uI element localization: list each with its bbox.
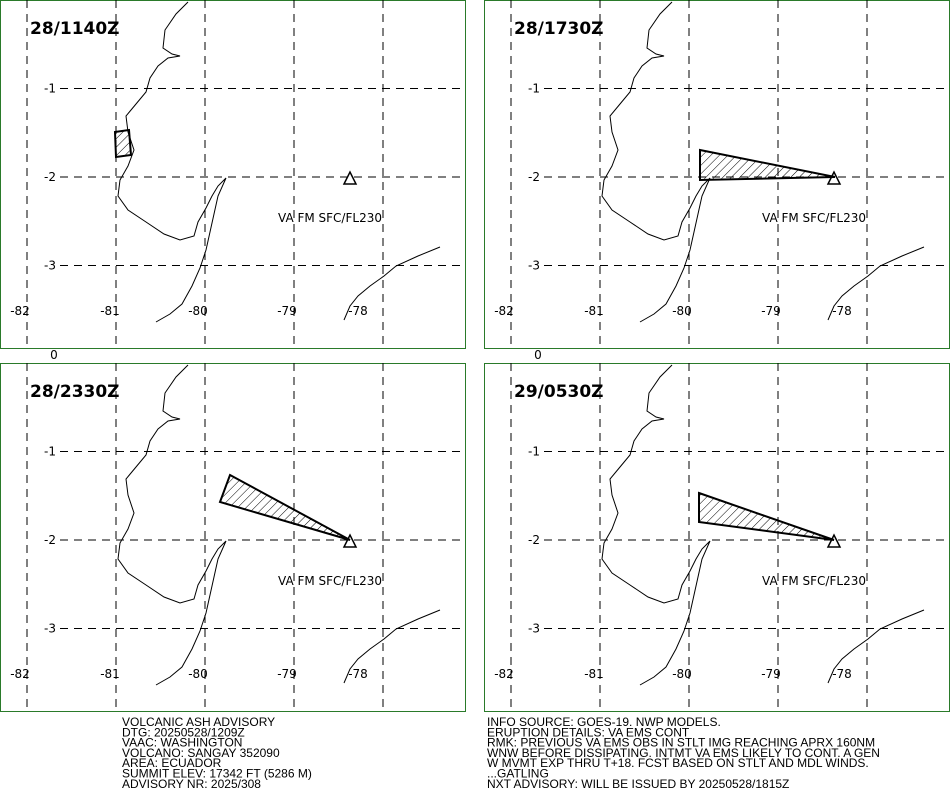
lon-label: -80	[672, 304, 692, 318]
lat-label: -3	[528, 622, 540, 636]
coastline	[827, 246, 925, 321]
lon-label: -82	[10, 304, 30, 318]
advisory-line: SUMMIT ELEV: 17342 FT (5286 M)	[122, 767, 312, 781]
panel-frame	[0, 363, 466, 712]
lon-label: -78	[832, 304, 852, 318]
lon-label: -82	[494, 304, 514, 318]
advisory-line: RMK: PREVIOUS VA EMS OBS IN STLT IMG REA…	[487, 736, 875, 750]
advisory-line: VOLCANIC ASH ADVISORY	[122, 715, 275, 729]
va-label: VA FM SFC/FL230	[762, 574, 866, 588]
lon-label: -78	[348, 667, 368, 681]
lat-label: -2	[528, 170, 540, 184]
panel-time: 28/1140Z	[30, 19, 120, 39]
lon-label: -81	[100, 304, 120, 318]
coastline	[117, 1, 227, 323]
coastline	[117, 364, 227, 686]
lon-label: -82	[494, 667, 514, 681]
panel-time: 29/0530Z	[514, 382, 604, 402]
advisory-line: ...GATLING	[487, 767, 549, 781]
lat-label: -2	[44, 533, 56, 547]
lat-label: -1	[44, 82, 56, 96]
advisory-line: W MVMT EXP THRU T+18. FCST BASED ON STLT…	[487, 756, 869, 770]
va-label: VA FM SFC/FL230	[278, 211, 382, 225]
lon-label: -81	[100, 667, 120, 681]
lon-label: -79	[761, 667, 781, 681]
advisory-line: ADVISORY NR: 2025/308	[122, 777, 261, 791]
va-label: VA FM SFC/FL230	[278, 574, 382, 588]
coastline	[343, 609, 441, 684]
lon-label: -78	[832, 667, 852, 681]
lat-label: 0	[534, 348, 542, 362]
lon-label: -79	[277, 667, 297, 681]
panel-frame	[0, 0, 466, 349]
lon-label: -81	[584, 667, 604, 681]
ash-area	[113, 128, 133, 159]
advisory-line: DTG: 20250528/1209Z	[122, 725, 245, 739]
lon-label: -81	[584, 304, 604, 318]
advisory-line: AREA: ECUADOR	[122, 756, 222, 770]
panel-frame	[484, 363, 950, 712]
advisory-line: WNW BEFORE DISSIPATING. INTMT VA EMS LIK…	[487, 746, 880, 760]
lat-label: -1	[528, 445, 540, 459]
volcano-symbol	[826, 170, 842, 185]
advisory-line: VAAC: WASHINGTON	[122, 736, 242, 750]
lon-label: -79	[761, 304, 781, 318]
lat-label: -3	[44, 259, 56, 273]
lon-label: -78	[348, 304, 368, 318]
ash-area	[699, 148, 836, 182]
lon-label: -82	[10, 667, 30, 681]
ash-area	[218, 473, 351, 541]
lon-label: -80	[188, 304, 208, 318]
advisory-line: NXT ADVISORY: WILL BE ISSUED BY 20250528…	[487, 777, 789, 791]
map-panel: -82 -81 -80 -79 -78 -1 -2 -3 28/1730Z VA FM SFC/F…	[484, 0, 950, 349]
volcano-symbol	[826, 533, 842, 548]
coastline	[343, 246, 441, 321]
lat-label: -2	[528, 533, 540, 547]
volcano-symbol	[342, 170, 358, 185]
coastline	[601, 1, 711, 323]
ash-area	[698, 491, 835, 541]
map-panel: -82 -81 -80 -79 -78 0 -1 -2 -3 28/2330Z VA FM SFC/…	[0, 348, 466, 712]
lon-label: -80	[188, 667, 208, 681]
coastline	[601, 364, 711, 686]
volcano-symbol	[342, 533, 358, 548]
lon-label: -80	[672, 667, 692, 681]
panel-time: 28/1730Z	[514, 19, 604, 39]
va-label: VA FM SFC/FL230	[762, 211, 866, 225]
lat-label: -2	[44, 170, 56, 184]
map-panel: -82 -81 -80 -79 -78 0 -1 -2 -3 29/0530Z VA FM SFC/…	[484, 348, 950, 712]
coastline	[827, 609, 925, 684]
lat-label: -1	[44, 445, 56, 459]
advisory-line: ERUPTION DETAILS: VA EMS CONT	[487, 725, 690, 739]
lat-label: -1	[528, 82, 540, 96]
advisory-line: VOLCANO: SANGAY 352090	[122, 746, 280, 760]
lat-label: -3	[528, 259, 540, 273]
lat-label: -3	[44, 622, 56, 636]
map-panel: -82 -81 -80 -79 -78 -1 -2 -3 28/1140Z VA FM SFC/F…	[0, 0, 466, 349]
panel-time: 28/2330Z	[30, 382, 120, 402]
lon-label: -79	[277, 304, 297, 318]
lat-label: 0	[50, 348, 58, 362]
advisory-line: INFO SOURCE: GOES-19. NWP MODELS.	[487, 715, 721, 729]
